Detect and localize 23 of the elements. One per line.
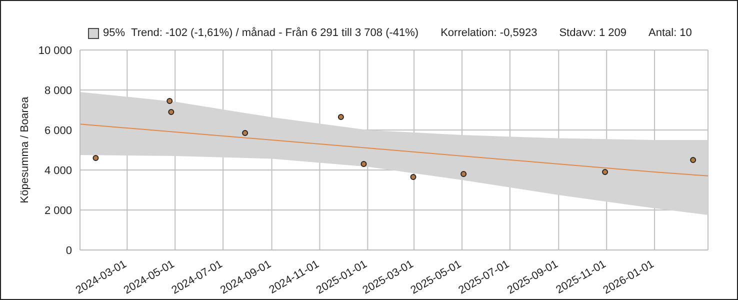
point bbox=[690, 157, 696, 163]
y-tick-label: 10 000 bbox=[38, 44, 72, 57]
y-tick-label: 6 000 bbox=[44, 124, 72, 137]
point bbox=[166, 98, 173, 104]
point bbox=[338, 114, 344, 120]
y-tick-label: 2 000 bbox=[44, 204, 72, 217]
text: Korrelation: -0,5923 bbox=[440, 27, 538, 39]
y-tick-label: 0 bbox=[66, 244, 72, 257]
point bbox=[602, 169, 608, 175]
point bbox=[360, 161, 367, 167]
point bbox=[410, 174, 416, 180]
point bbox=[168, 109, 174, 115]
y-tick-label: 8 000 bbox=[44, 84, 72, 97]
y-tick-label: 4 000 bbox=[44, 164, 72, 177]
text: Stdavv: 1 209 bbox=[559, 27, 626, 39]
text: Antal: 10 bbox=[648, 27, 692, 39]
line-series bbox=[80, 124, 708, 176]
y-axis-title: Köpesumma / Boarea bbox=[18, 96, 31, 204]
point bbox=[242, 130, 248, 136]
point bbox=[460, 171, 467, 177]
text: 95% bbox=[102, 27, 126, 39]
point bbox=[92, 155, 99, 161]
text: Trend: -102 (-1,61%) / månad - Från 6 291 till 3 708 (-41%) bbox=[131, 27, 419, 39]
